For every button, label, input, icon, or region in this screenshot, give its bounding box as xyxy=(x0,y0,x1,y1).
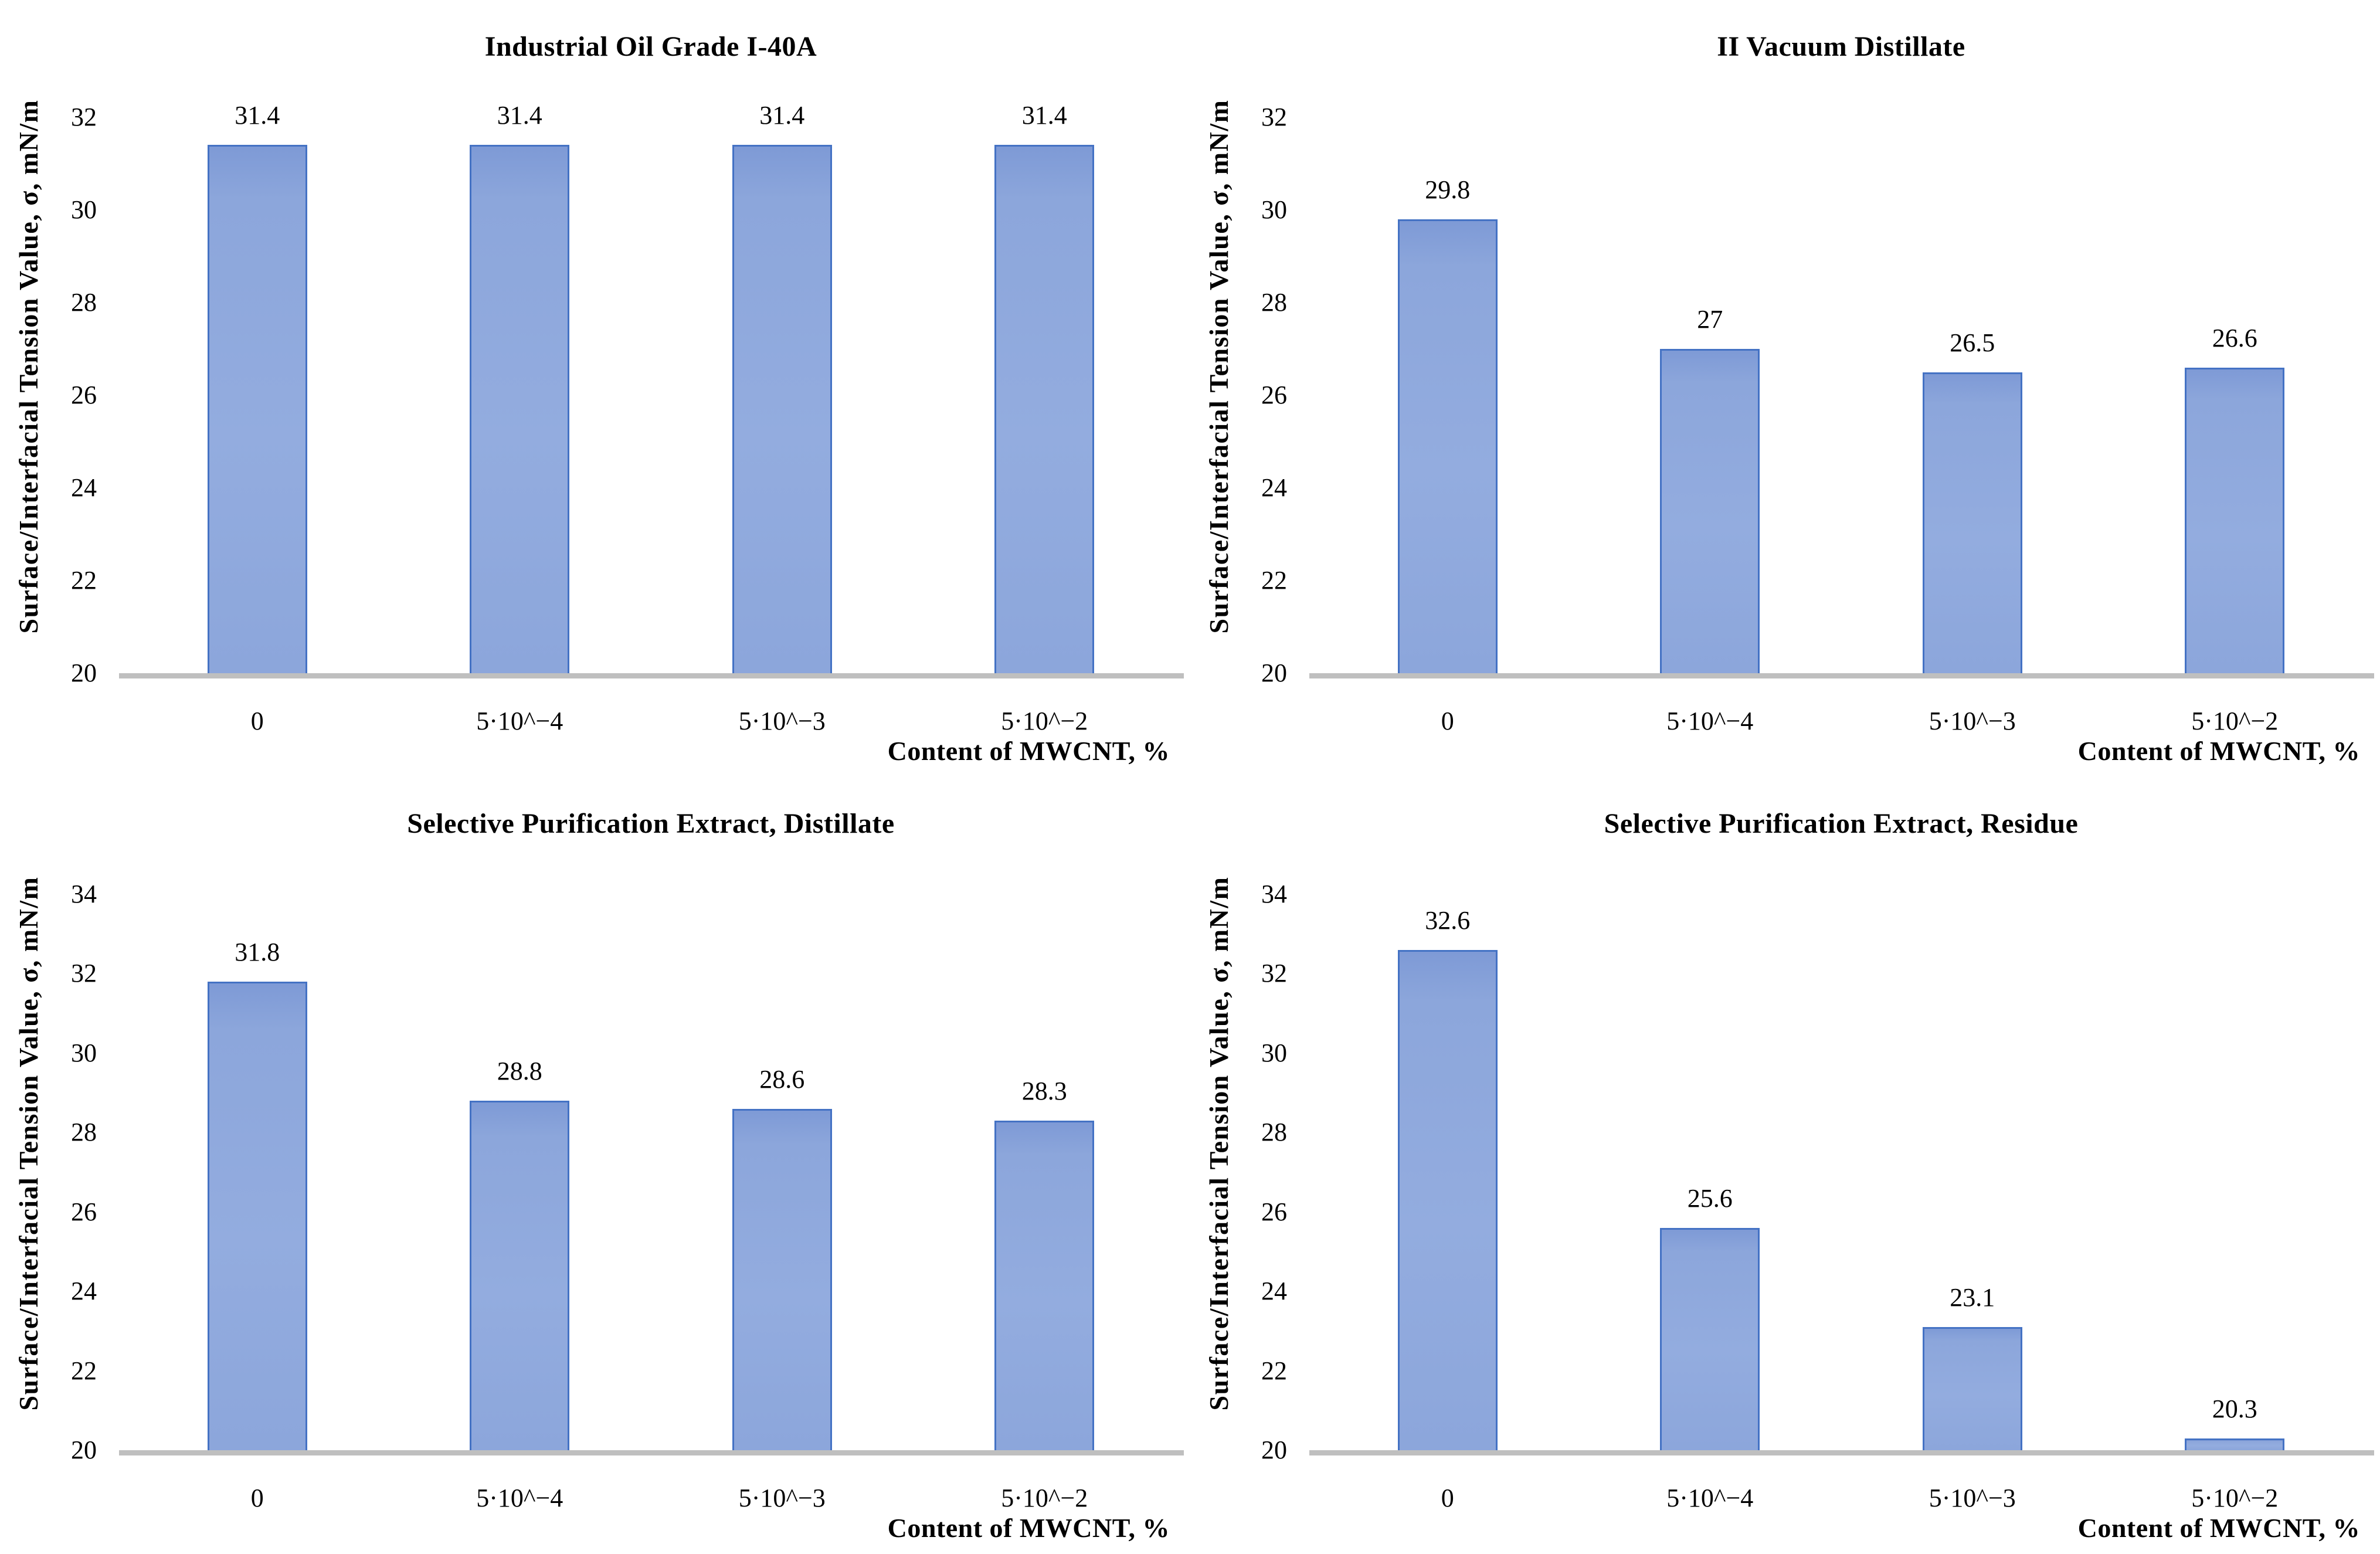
bar-value-label: 26.5 xyxy=(1950,328,1995,357)
bar xyxy=(470,145,570,673)
x-category-label: 5·10^−4 xyxy=(476,707,563,735)
chart-panel-vacuum-distillate: Surface/Interfacial Tension Value, σ, mN… xyxy=(1190,0,2380,777)
bar-value-label: 20.3 xyxy=(2212,1394,2257,1423)
x-category-label: 0 xyxy=(250,1484,264,1512)
bar xyxy=(1922,372,2022,673)
bar xyxy=(2185,367,2285,673)
plot-area: 20 22 24 26 28 30 32 34 31.8 0 28.8 5·10^−4 28.6 5·10… xyxy=(71,881,1184,1511)
y-tick-label: 34 xyxy=(71,880,97,908)
y-tick-label: 24 xyxy=(1261,1277,1287,1306)
bar xyxy=(1397,219,1498,673)
y-tick-label: 20 xyxy=(1261,659,1287,687)
chart-title: Selective Purification Extract, Residue xyxy=(1604,808,2079,839)
bar xyxy=(994,145,1095,673)
bar-value-label: 31.4 xyxy=(1021,101,1067,130)
y-tick-label: 28 xyxy=(71,288,97,317)
bar xyxy=(732,1108,832,1450)
y-tick-label: 24 xyxy=(71,1277,97,1306)
bar xyxy=(1660,1227,1760,1450)
bar-value-label: 26.6 xyxy=(2212,323,2257,352)
x-category-label: 0 xyxy=(1441,1484,1454,1512)
bar-value-label: 29.8 xyxy=(1425,175,1471,204)
x-category-label: 5·10^−2 xyxy=(2191,707,2279,735)
x-category-label: 0 xyxy=(1441,707,1454,735)
x-category-label: 5·10^−2 xyxy=(1001,1484,1088,1512)
y-tick-label: 30 xyxy=(71,1038,97,1067)
x-axis-baseline xyxy=(119,1450,1184,1455)
y-tick-label: 26 xyxy=(71,381,97,409)
bar xyxy=(732,145,832,673)
x-axis-baseline xyxy=(119,673,1184,678)
x-category-label: 5·10^−3 xyxy=(1929,707,2016,735)
y-tick-label: 20 xyxy=(71,659,97,687)
y-tick-label: 32 xyxy=(71,959,97,988)
y-tick-label: 22 xyxy=(71,566,97,595)
y-tick-label: 22 xyxy=(1261,1356,1287,1385)
bar xyxy=(207,981,307,1450)
bar xyxy=(470,1101,570,1450)
bar xyxy=(207,145,307,673)
x-axis-baseline xyxy=(1309,1450,2374,1455)
x-axis-title: Content of MWCNT, % xyxy=(887,1513,1170,1543)
x-category-label: 0 xyxy=(250,707,264,735)
x-category-label: 5·10^−2 xyxy=(2191,1484,2279,1512)
y-tick-label: 28 xyxy=(71,1118,97,1147)
plot-area: 20 22 24 26 28 30 32 34 32.6 0 25.6 5·10^−4 23.1 5·10… xyxy=(1261,881,2374,1511)
bar-value-label: 28.3 xyxy=(1021,1076,1067,1105)
y-tick-label: 20 xyxy=(71,1436,97,1464)
bar-value-label: 31.4 xyxy=(235,101,280,130)
y-tick-label: 22 xyxy=(71,1356,97,1385)
bar xyxy=(1922,1327,2022,1450)
y-tick-label: 32 xyxy=(1261,959,1287,988)
bar xyxy=(1660,349,1760,673)
bar-value-label: 31.8 xyxy=(235,937,280,966)
chart-title: Industrial Oil Grade I-40A xyxy=(484,31,817,62)
y-tick-label: 24 xyxy=(71,473,97,502)
bar-value-label: 31.4 xyxy=(759,101,805,130)
y-tick-label: 22 xyxy=(1261,566,1287,595)
bar-value-label: 23.1 xyxy=(1950,1283,1995,1312)
bar-value-label: 25.6 xyxy=(1687,1183,1733,1213)
x-category-label: 5·10^−4 xyxy=(1666,1484,1754,1512)
bar-value-label: 31.4 xyxy=(497,101,542,130)
y-tick-label: 30 xyxy=(71,195,97,224)
x-axis-baseline xyxy=(1309,673,2374,678)
bar-value-label: 27 xyxy=(1697,305,1723,334)
x-category-label: 5·10^−4 xyxy=(1666,707,1754,735)
chart-title: II Vacuum Distillate xyxy=(1717,31,1965,62)
chart-panel-extract-residue: Surface/Interfacial Tension Value, σ, mN… xyxy=(1190,777,2380,1554)
y-tick-label: 20 xyxy=(1261,1436,1287,1464)
bar xyxy=(1397,949,1498,1450)
bar-value-label: 32.6 xyxy=(1425,905,1471,935)
x-axis-title: Content of MWCNT, % xyxy=(2077,736,2360,766)
chart-panel-extract-distillate: Surface/Interfacial Tension Value, σ, mN… xyxy=(0,777,1190,1554)
y-tick-label: 26 xyxy=(71,1197,97,1226)
x-category-label: 5·10^−2 xyxy=(1001,707,1088,735)
y-tick-label: 30 xyxy=(1261,195,1287,224)
bar xyxy=(994,1120,1095,1450)
bar xyxy=(2185,1438,2285,1450)
chart-panel-industrial-oil: Surface/Interfacial Tension Value, σ, mN… xyxy=(0,0,1190,777)
bar-value-label: 28.8 xyxy=(497,1057,542,1086)
y-tick-label: 28 xyxy=(1261,1118,1287,1147)
y-tick-label: 30 xyxy=(1261,1038,1287,1067)
x-category-label: 5·10^−3 xyxy=(738,1484,826,1512)
bar-value-label: 28.6 xyxy=(759,1064,805,1094)
x-category-label: 5·10^−3 xyxy=(738,707,826,735)
x-axis-title: Content of MWCNT, % xyxy=(2077,1513,2360,1543)
x-category-label: 5·10^−4 xyxy=(476,1484,563,1512)
plot-area: 20 22 24 26 28 30 32 31.4 0 31.4 5·10^−4 31.4 5·10^−… xyxy=(71,103,1184,734)
y-tick-label: 24 xyxy=(1261,473,1287,502)
y-tick-label: 32 xyxy=(71,103,97,131)
chart-title: Selective Purification Extract, Distilla… xyxy=(407,808,895,839)
x-category-label: 5·10^−3 xyxy=(1929,1484,2016,1512)
y-tick-label: 32 xyxy=(1261,103,1287,131)
y-tick-label: 34 xyxy=(1261,880,1287,908)
y-tick-label: 26 xyxy=(1261,1197,1287,1226)
y-tick-label: 28 xyxy=(1261,288,1287,317)
plot-area: 20 22 24 26 28 30 32 29.8 0 27 5·10^−4 26.5 5·10^−3 2… xyxy=(1261,104,2374,734)
y-tick-label: 26 xyxy=(1261,381,1287,409)
x-axis-title: Content of MWCNT, % xyxy=(887,736,1170,766)
